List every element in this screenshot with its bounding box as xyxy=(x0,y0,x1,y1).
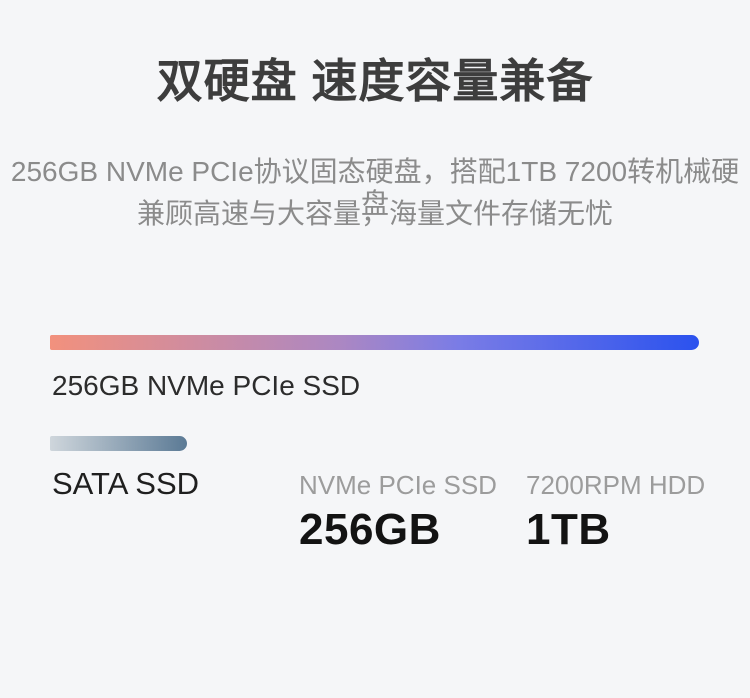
sata-bar-label: SATA SSD xyxy=(52,466,200,501)
page-title: 双硬盘 速度容量兼备 xyxy=(156,55,594,107)
sata-speed-bar-track xyxy=(50,436,699,451)
spec-nvme-ssd: NVMe PCIe SSD 256GB xyxy=(299,471,497,553)
spec-hdd: 7200RPM HDD 1TB xyxy=(526,471,705,553)
nvme-speed-bar-track xyxy=(50,335,699,350)
nvme-speed-bar xyxy=(50,335,699,350)
spec-hdd-name: 7200RPM HDD xyxy=(526,470,706,500)
nvme-bar-label: 256GB NVMe PCIe SSD xyxy=(52,370,361,401)
spec-nvme-name: NVMe PCIe SSD xyxy=(299,470,497,500)
spec-nvme-value: 256GB xyxy=(299,505,441,554)
spec-hdd-value: 1TB xyxy=(526,505,611,554)
sata-speed-bar xyxy=(50,436,187,451)
subtitle-line-2: 兼顾高速与大容量，海量文件存储无忧 xyxy=(136,198,613,229)
subtitle-line-1: 256GB NVMe PCIe协议固态硬盘，搭配1TB 7200转机械硬盘 xyxy=(10,156,740,219)
